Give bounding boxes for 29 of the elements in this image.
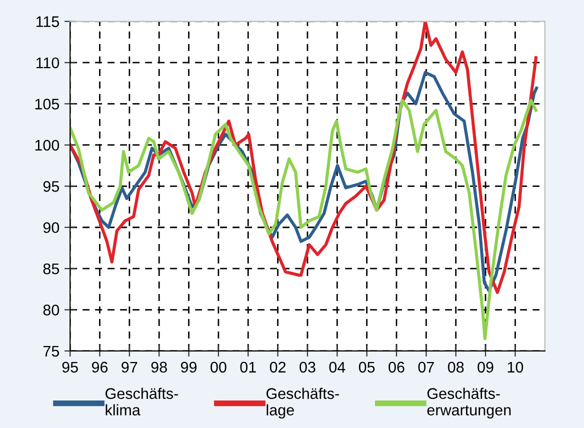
x-tick-label: 03 (300, 362, 316, 373)
y-tick-label: 75 (43, 346, 60, 357)
y-tick-label: 85 (43, 263, 60, 274)
legend-label: Geschäfts- lage (266, 388, 339, 418)
legend-label: Geschäfts- erwartungen (427, 388, 511, 418)
x-tick-label: 05 (358, 362, 375, 373)
y-tick-label: 95 (43, 181, 60, 192)
y-tick-label: 100 (35, 140, 60, 151)
x-tick-label: 99 (181, 362, 197, 373)
x-tick-label: 02 (270, 362, 286, 373)
x-tick-label: 98 (151, 362, 167, 373)
x-tick-label: 10 (508, 362, 524, 373)
x-tick-label: 00 (210, 362, 226, 373)
y-tick-label: 105 (35, 98, 60, 110)
y-tick-label: 115 (36, 16, 60, 28)
legend-label: Geschäfts- klima (106, 388, 178, 416)
y-tick-label: 90 (43, 222, 60, 234)
x-tick-label: 01 (240, 362, 256, 373)
x-tick-label: 96 (92, 362, 108, 373)
x-tick-label: 97 (122, 362, 138, 373)
x-tick-label: 06 (388, 362, 404, 373)
y-tick-label: 80 (43, 304, 60, 316)
x-tick-label: 95 (62, 362, 78, 373)
x-tick-label: 04 (329, 362, 346, 373)
x-tick-label: 09 (478, 362, 494, 373)
y-tick-label: 110 (36, 57, 60, 68)
line-series (70, 98, 538, 340)
x-tick-label: 07 (418, 362, 434, 373)
x-tick-label: 08 (448, 362, 464, 373)
